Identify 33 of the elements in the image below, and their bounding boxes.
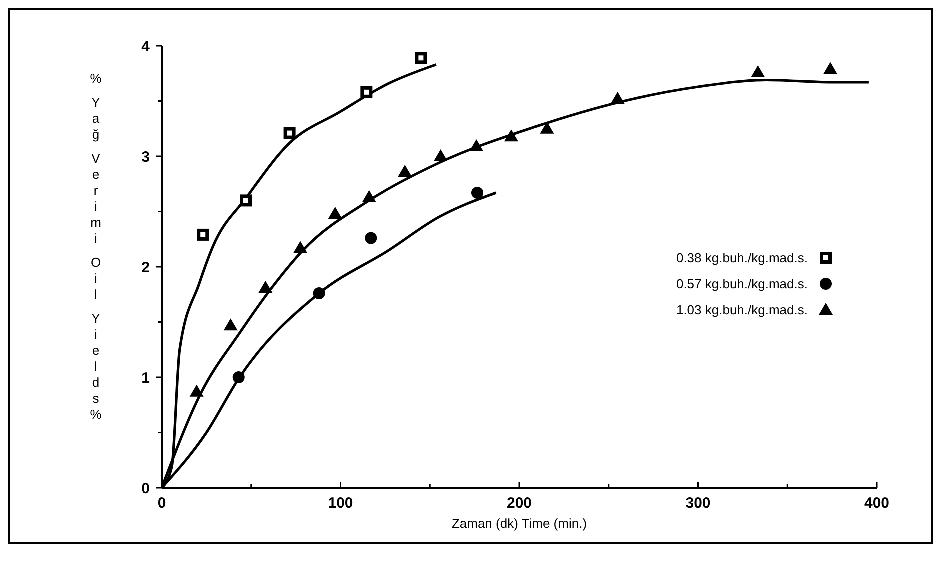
point (313, 288, 326, 300)
y-tick-label: 0 (142, 480, 150, 498)
point (224, 318, 238, 331)
legend-label: 0.38 kg.buh./kg.mad.s. (676, 250, 808, 266)
y-tick-label: 4 (142, 38, 151, 56)
x-tick-label: 400 (864, 495, 890, 512)
point (610, 92, 625, 104)
point (398, 164, 412, 177)
point (258, 280, 273, 293)
point (190, 384, 204, 397)
legend-label: 1.03 kg.buh./kg.mad.s. (676, 302, 808, 318)
point (365, 232, 378, 244)
point (362, 190, 376, 202)
point (751, 66, 766, 78)
x-tick-label: 0 (158, 495, 166, 512)
point (328, 206, 342, 219)
y-tick-label: 1 (142, 370, 150, 387)
point (504, 130, 518, 142)
legend-label: 0.57 kg.buh./kg.mad.s. (676, 276, 808, 292)
text: % Yağ Verimi Oil Yields% (90, 71, 102, 422)
point (470, 140, 484, 152)
x-tick-label: 100 (328, 495, 354, 512)
y-tick-label: 3 (142, 148, 150, 166)
x-tick-label: 300 (686, 495, 711, 512)
point (824, 62, 838, 74)
point (294, 241, 308, 254)
x-tick-label: 200 (506, 495, 532, 512)
x-axis-title: Zaman (dk) Time (min.) (452, 516, 588, 531)
point (434, 150, 448, 162)
y-tick-label: 2 (142, 259, 150, 276)
point (471, 186, 484, 199)
point (540, 122, 554, 134)
point (232, 372, 245, 384)
